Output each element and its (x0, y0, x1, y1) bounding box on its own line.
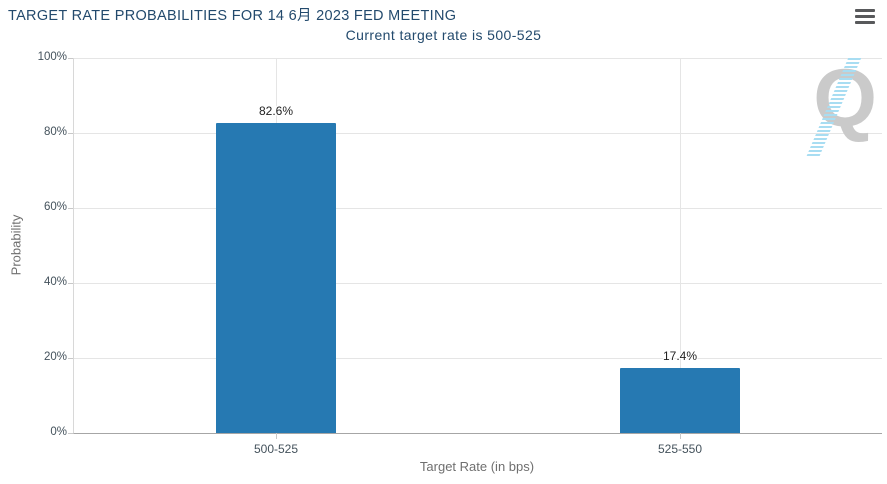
menu-bar (855, 15, 875, 18)
y-tick-label: 0% (50, 426, 67, 438)
category-label: 500-525 (253, 442, 299, 456)
y-axis-tick (68, 58, 73, 59)
y-tick-label: 20% (43, 351, 67, 363)
hamburger-menu-icon[interactable] (855, 9, 875, 25)
category-gridline (680, 58, 681, 433)
bar-value-label: 17.4% (662, 349, 698, 363)
y-gridline (74, 283, 882, 284)
y-tick-label: 100% (37, 51, 67, 63)
y-gridline (74, 358, 882, 359)
y-axis-tick (68, 133, 73, 134)
chart-subtitle: Current target rate is 500-525 (345, 27, 542, 43)
plot-area: 82.6% 500-525 17.4% 525-550 (73, 58, 882, 456)
y-axis-title: Probability (8, 214, 24, 276)
y-gridline (74, 58, 882, 59)
y-tick-label: 40% (43, 276, 67, 288)
chart-title: TARGET RATE PROBABILITIES FOR 14 6月 2023… (8, 8, 457, 24)
category-label: 525-550 (657, 442, 703, 456)
y-axis-tick (68, 283, 73, 284)
menu-bar (855, 21, 875, 24)
menu-bar (855, 9, 875, 12)
y-gridline (74, 208, 882, 209)
y-axis-tick (68, 208, 73, 209)
quikstrike-watermark-logo: Q (805, 58, 877, 158)
x-axis-tick (680, 433, 681, 439)
probability-bar-500-525[interactable] (216, 123, 336, 433)
bar-value-label: 82.6% (258, 104, 294, 118)
y-tick-label: 60% (43, 201, 67, 213)
probability-bar-525-550[interactable] (620, 368, 740, 433)
x-axis-tick (276, 433, 277, 439)
y-axis-tick (68, 358, 73, 359)
y-tick-label: 80% (43, 126, 67, 138)
x-axis-title: Target Rate (in bps) (419, 459, 535, 474)
y-axis-tick (68, 433, 73, 434)
y-gridline (74, 133, 882, 134)
